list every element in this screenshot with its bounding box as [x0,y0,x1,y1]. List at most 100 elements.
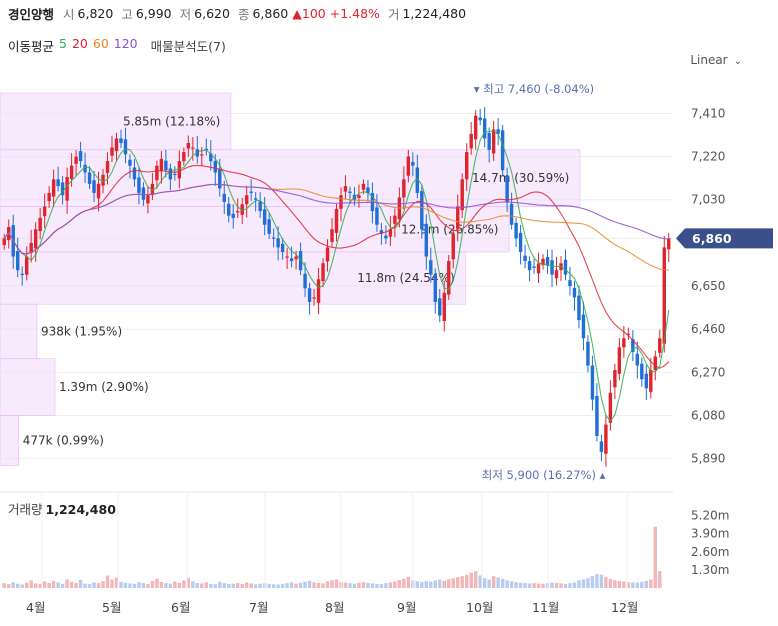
volume-bar [204,582,208,588]
volume-title-value: 1,224,480 [45,502,116,517]
volume-profile-bar [0,415,20,466]
candle-body [231,213,235,218]
candle-body [110,147,114,156]
scale-label: Linear [690,53,728,67]
volume-bar [334,579,339,588]
candle-body [276,238,280,248]
candle-body [482,118,487,139]
candle-body [200,154,204,156]
candle-body [74,156,78,164]
volume-profile: 5.85m (12.18%) 14.7m (30.59%) 12.9m (26.85… [0,92,581,466]
volume-bar [285,583,289,588]
volume-bar [613,580,617,588]
candle-body [415,167,420,193]
candle-body [141,187,146,200]
open-label: 시 [63,6,75,22]
volume-bar [96,583,101,588]
volume-bar [384,583,388,588]
volume-bar [182,580,186,588]
ma120-label[interactable]: 120 [113,36,138,51]
candle-body [581,314,586,339]
volume-bar [644,580,649,588]
volume-bar [352,583,357,588]
candle-body [550,260,554,275]
volume-bar [366,582,370,588]
change-value: ▲100 [292,5,326,21]
volume-bar [271,584,276,588]
candle-body [667,238,671,250]
volume-bar [658,571,662,588]
candle-body [438,298,442,316]
change-percent: +1.48% [329,5,380,21]
volume-bar [155,578,159,588]
volume-bar [411,580,415,588]
candle-body [590,365,595,400]
candle-body [586,341,590,366]
ma20-label[interactable]: 20 [71,36,88,51]
high-label: 고 [121,6,133,22]
volume-bar [262,583,267,588]
candle-body [60,182,65,196]
candle-body [159,158,164,172]
volume-bar [595,574,599,588]
grid-lines [0,112,673,493]
volume-bar [173,581,177,588]
volume-bar [325,581,330,588]
candle-body [559,263,563,271]
volume-bar [146,583,150,588]
ma60-line [3,183,669,271]
volume-bar [559,583,563,588]
volume-bar [191,581,195,588]
volume-bar [608,578,613,588]
candle-body [92,180,96,193]
volume-bar [370,583,375,588]
volume-bar [56,582,60,588]
volume-bar [451,578,455,588]
volume-profile-label: 5.85m (12.18%) [123,114,220,128]
ma120-line [3,183,669,255]
volume-bar [218,581,222,588]
ma60-label[interactable]: 60 [92,36,109,51]
volume-bar [379,584,384,588]
scale-dropdown[interactable]: Linear ⌄ [690,53,742,67]
volume-tick-label: 2.60m [691,545,729,559]
candle-body [11,225,15,257]
candle-body [617,347,622,374]
volume-bar [87,584,92,588]
volume-bar [402,578,406,588]
chevron-down-icon: ⌄ [733,56,742,67]
volume-profile-bar [0,92,232,151]
volume-bar [581,579,586,588]
moving-average-label[interactable]: 이동평균 [8,39,55,54]
candle-body [186,142,191,149]
candle-body [258,201,262,212]
candle-body [213,161,217,173]
candle-body [514,222,518,239]
candle-body [527,261,532,271]
candle-body [348,191,352,193]
candle-body [236,211,240,213]
ma5-label[interactable]: 5 [59,36,67,51]
volume-bar [406,576,411,588]
volume-bar [137,582,141,588]
candle-body [168,168,173,180]
volume-bar [231,583,235,588]
extreme-markers: ▾ 최고 7,460 (-8.04%) 최저 5,900 (16.27%) ▴ [474,82,606,482]
candle-body [7,226,11,241]
low-label: 저 [179,6,192,22]
volume-bar [321,583,325,588]
volume-profile-label[interactable]: 매물분석도(7) [150,39,226,54]
price-tick-label: 7,410 [691,106,725,120]
volume-bar [460,576,464,588]
volume-bar [168,583,173,588]
volume-bar [24,582,29,588]
candle-body [595,395,599,436]
month-label: 12월 [611,600,638,615]
close-value: 6,860 [252,5,289,21]
volume-bar [554,582,559,588]
candle-body [191,147,195,149]
candle-body [204,148,208,151]
volume-bar [500,578,505,588]
candle-body [65,177,69,201]
